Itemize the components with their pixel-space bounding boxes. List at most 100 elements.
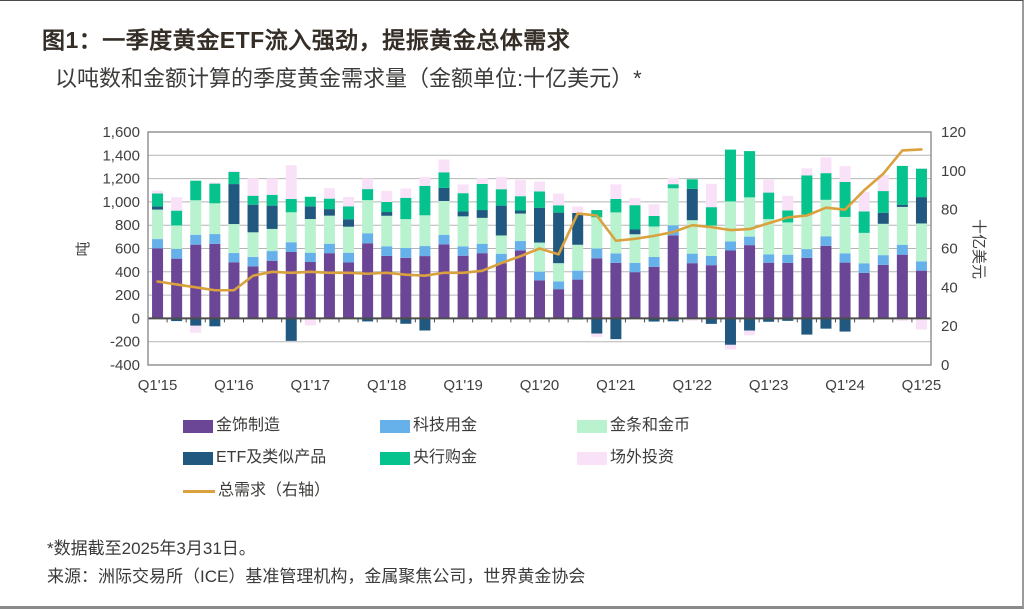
left-axis-tick-label: -200 [110, 334, 140, 351]
bar-segment [152, 209, 164, 240]
bar-segment [228, 170, 240, 172]
bar-segment [782, 318, 794, 321]
legend-item: 科技用金 [380, 418, 477, 434]
bar-segment [553, 281, 565, 290]
bar-segment [896, 244, 908, 255]
bar-segment [171, 258, 183, 319]
bar-segment [744, 318, 756, 331]
source-footnote: 来源：洲际交易所（ICE）基准管理机构，金属聚焦公司，世界黄金协会 [47, 567, 586, 586]
right-axis-tick-label: 120 [941, 124, 966, 141]
bar-segment [266, 178, 278, 195]
bar-segment [705, 225, 717, 256]
bar-segment [724, 201, 736, 242]
bar-segment [323, 188, 335, 199]
bar-segment [858, 232, 870, 264]
bar-segment [553, 289, 565, 319]
bar-segment [171, 210, 183, 226]
bar-segment [896, 318, 908, 321]
bar-segment [858, 272, 870, 319]
bar-segment [381, 190, 393, 203]
right-axis-tick-label: 0 [941, 357, 949, 374]
bar-segment [400, 257, 412, 319]
bar-segment [667, 177, 679, 185]
bar-segment [915, 168, 927, 198]
bar-segment [648, 204, 660, 216]
bar-segment [648, 226, 660, 258]
right-axis-tick-label: 80 [941, 202, 958, 219]
bar-segment [877, 223, 889, 256]
bar-segment [801, 249, 813, 258]
bar-segment [419, 177, 431, 186]
bar-segment [514, 210, 526, 214]
bar-segment [190, 234, 202, 245]
legend-item: 央行购金 [380, 450, 477, 466]
bar-segment [285, 251, 297, 319]
bar-segment [534, 280, 545, 319]
bar-segment [285, 165, 297, 199]
bar-segment [209, 203, 221, 235]
bar-segment [705, 207, 717, 226]
right-axis-title: 十亿美元 [970, 219, 987, 279]
bar-segment [171, 197, 183, 211]
legend-label: 场外投资 [610, 449, 675, 466]
bar-segment [381, 212, 393, 216]
bar-segment [572, 270, 584, 280]
bar-segment [629, 198, 641, 206]
bar-segment [877, 255, 889, 265]
bar-segment [534, 207, 545, 243]
x-axis-tick-label: Q1'23 [749, 377, 789, 394]
bar-segment [858, 192, 870, 212]
bar-segment [400, 318, 412, 324]
bar-segment [247, 204, 259, 233]
x-axis-tick-label: Q1'22 [672, 377, 712, 394]
bar-segment [362, 189, 374, 201]
bar-segment [839, 318, 851, 332]
bar-segment [915, 223, 927, 262]
bar-segment [877, 212, 889, 224]
bar-segment [801, 168, 813, 176]
bar-segment [190, 180, 202, 201]
bar-segment [457, 211, 469, 217]
bar-segment [915, 270, 927, 319]
bar-segment [495, 205, 507, 236]
bar-segment [476, 178, 488, 184]
bar-segment [400, 188, 412, 198]
bar-segment [801, 318, 813, 335]
left-axis-tick-label: 600 [115, 241, 140, 258]
bar-segment [171, 248, 183, 259]
bar-segment [514, 213, 526, 242]
bar-segment [591, 217, 603, 249]
bar-segment [247, 256, 259, 267]
bar-segment [763, 219, 775, 255]
bar-segment [839, 216, 851, 254]
bar-segment [896, 254, 908, 319]
plot-border [147, 131, 932, 366]
bar-segment [629, 229, 641, 235]
bar-segment [763, 254, 775, 263]
bar-segment [457, 255, 469, 319]
bar-segment [629, 272, 641, 319]
bar-segment [438, 172, 450, 188]
bar-segment [686, 179, 698, 189]
bar-segment [534, 242, 545, 272]
bar-segment [190, 244, 202, 319]
bar-segment [763, 179, 775, 193]
bar-segment [591, 248, 603, 259]
legend-label: 科技用金 [413, 417, 478, 434]
bar-segment [514, 196, 526, 211]
bar-segment [343, 206, 355, 220]
bar-segment [419, 256, 431, 319]
legend-item: 总需求（右轴） [183, 483, 330, 499]
bar-segment [553, 212, 565, 264]
legend-item: 场外投资 [577, 450, 674, 466]
legend-swatch [183, 489, 215, 493]
bar-segment [266, 228, 278, 252]
bar-segment [744, 330, 756, 336]
bar-segment [285, 242, 297, 252]
bar-segment [495, 253, 507, 264]
bar-segment [476, 217, 488, 244]
chart-subtitle: 以吨数和金额计算的季度黄金需求量（金额单位:十亿美元）* [55, 66, 642, 91]
bar-segment [457, 193, 469, 212]
bar-segment [724, 250, 736, 319]
